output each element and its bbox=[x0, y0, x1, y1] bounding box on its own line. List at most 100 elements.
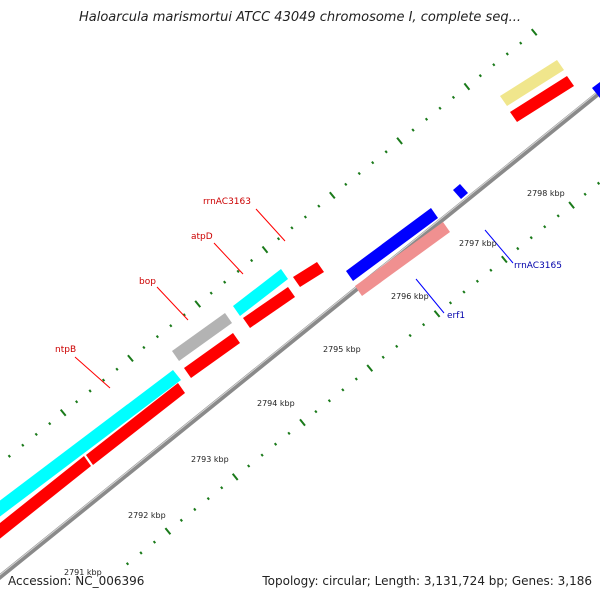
tick-mark bbox=[529, 236, 533, 240]
tick-mark bbox=[543, 225, 547, 229]
tick-mark bbox=[371, 160, 375, 165]
tick-mark bbox=[193, 507, 197, 512]
tick-mark bbox=[88, 389, 92, 393]
gene-red-5[interactable] bbox=[293, 262, 324, 287]
tick-mark bbox=[327, 399, 331, 403]
tick-mark bbox=[462, 290, 466, 294]
chromosome-backbone-highlight bbox=[0, 89, 600, 576]
tick-mark bbox=[115, 367, 119, 371]
tick-mark bbox=[287, 431, 291, 436]
tick-mark bbox=[354, 377, 358, 381]
tick-mark bbox=[596, 181, 600, 185]
gene-bop[interactable] bbox=[172, 313, 232, 361]
tick-mark bbox=[290, 226, 294, 230]
chromosome-backbone bbox=[0, 88, 600, 581]
label-rrnAC3165: rrnAC3165 bbox=[484, 229, 562, 271]
tick-mark bbox=[530, 28, 538, 36]
tick-mark bbox=[276, 237, 281, 241]
tick-mark bbox=[250, 258, 254, 263]
gene-red-1[interactable] bbox=[0, 456, 91, 541]
tick-mark bbox=[209, 291, 213, 295]
tick-mark bbox=[492, 63, 496, 67]
gene-blue-1[interactable] bbox=[346, 208, 438, 281]
label-ntpB: ntpB bbox=[55, 345, 111, 389]
tick-mark bbox=[164, 527, 172, 535]
label-bop: bop bbox=[139, 277, 189, 321]
tick-mark bbox=[21, 443, 25, 447]
inner-ticks bbox=[125, 181, 600, 566]
tick-mark bbox=[127, 354, 134, 363]
tick-mark bbox=[34, 432, 38, 437]
tick-mark bbox=[424, 117, 429, 121]
label-atpD: atpD bbox=[191, 232, 244, 275]
label-erf1: erf1 bbox=[415, 278, 465, 321]
tick-mark bbox=[505, 52, 509, 56]
accession-text: Accession: NC_006396 bbox=[8, 574, 145, 588]
gene-red-4[interactable] bbox=[243, 287, 295, 328]
tick-mark bbox=[75, 400, 79, 404]
tick-mark bbox=[194, 300, 202, 308]
gene-ntpB[interactable] bbox=[0, 370, 181, 518]
label-text-ntpB: ntpB bbox=[55, 345, 76, 355]
gene-red-6[interactable] bbox=[510, 76, 574, 122]
gene-atpD[interactable] bbox=[233, 269, 288, 316]
tick-mark bbox=[341, 388, 345, 392]
tick-mark bbox=[451, 95, 456, 100]
tick-mark bbox=[448, 301, 453, 305]
topology-summary: Topology: circular; Length: 3,131,724 bp… bbox=[262, 574, 592, 588]
gene-red-3[interactable] bbox=[184, 333, 240, 378]
tick-mark bbox=[182, 313, 186, 317]
gene-red-2[interactable] bbox=[86, 383, 185, 465]
tick-mark bbox=[7, 454, 11, 458]
tick-mark bbox=[273, 442, 278, 446]
label-text-rrnAC3163: rrnAC3163 bbox=[203, 197, 251, 207]
tick-mark bbox=[206, 496, 210, 501]
kbp-label-2797: 2797 kbp bbox=[459, 239, 497, 248]
tick-mark bbox=[125, 562, 130, 566]
tick-mark bbox=[317, 204, 321, 208]
tick-mark bbox=[433, 310, 441, 318]
label-text-erf1: erf1 bbox=[447, 311, 465, 321]
tick-mark bbox=[236, 269, 240, 274]
gene-erf1[interactable] bbox=[355, 222, 450, 296]
tick-mark bbox=[422, 322, 426, 327]
tick-mark bbox=[220, 486, 224, 490]
tick-mark bbox=[583, 192, 587, 196]
tick-mark bbox=[152, 540, 157, 544]
label-text-atpD: atpD bbox=[191, 232, 213, 242]
tick-mark bbox=[489, 268, 493, 272]
tick-mark bbox=[463, 82, 471, 91]
tick-mark bbox=[395, 344, 399, 349]
tick-mark bbox=[556, 214, 560, 218]
tick-mark bbox=[438, 106, 442, 110]
tick-mark bbox=[261, 245, 269, 254]
kbp-label-2793: 2793 kbp bbox=[191, 455, 229, 464]
tick-mark bbox=[475, 279, 479, 283]
tick-mark bbox=[314, 409, 318, 414]
tick-mark bbox=[48, 421, 52, 426]
tick-mark bbox=[139, 551, 143, 555]
tick-mark bbox=[568, 201, 575, 209]
kbp-label-2796: 2796 kbp bbox=[391, 292, 429, 301]
tick-mark bbox=[260, 453, 264, 457]
tick-mark bbox=[169, 324, 173, 328]
gene-rrnAC3165[interactable] bbox=[453, 184, 468, 199]
tick-mark bbox=[366, 364, 374, 372]
tick-mark bbox=[179, 518, 183, 522]
tick-mark bbox=[381, 355, 385, 359]
tick-mark bbox=[344, 182, 348, 187]
kbp-label-2798: 2798 kbp bbox=[527, 189, 565, 198]
tick-mark bbox=[155, 334, 159, 339]
kbp-label-2794: 2794 kbp bbox=[257, 399, 295, 408]
kbp-label-2792: 2792 kbp bbox=[128, 511, 166, 520]
gene-blue-edge[interactable] bbox=[592, 82, 600, 98]
tick-mark bbox=[411, 128, 415, 132]
tick-mark bbox=[396, 137, 403, 145]
tick-mark bbox=[478, 74, 482, 78]
tick-mark bbox=[408, 333, 412, 338]
gene-yellow[interactable] bbox=[500, 60, 564, 106]
kbp-labels: 2791 kbp 2792 kbp 2793 kbp 2794 kbp 2795… bbox=[64, 189, 565, 577]
label-text-rrnAC3165: rrnAC3165 bbox=[514, 261, 562, 271]
tick-mark bbox=[384, 150, 388, 154]
